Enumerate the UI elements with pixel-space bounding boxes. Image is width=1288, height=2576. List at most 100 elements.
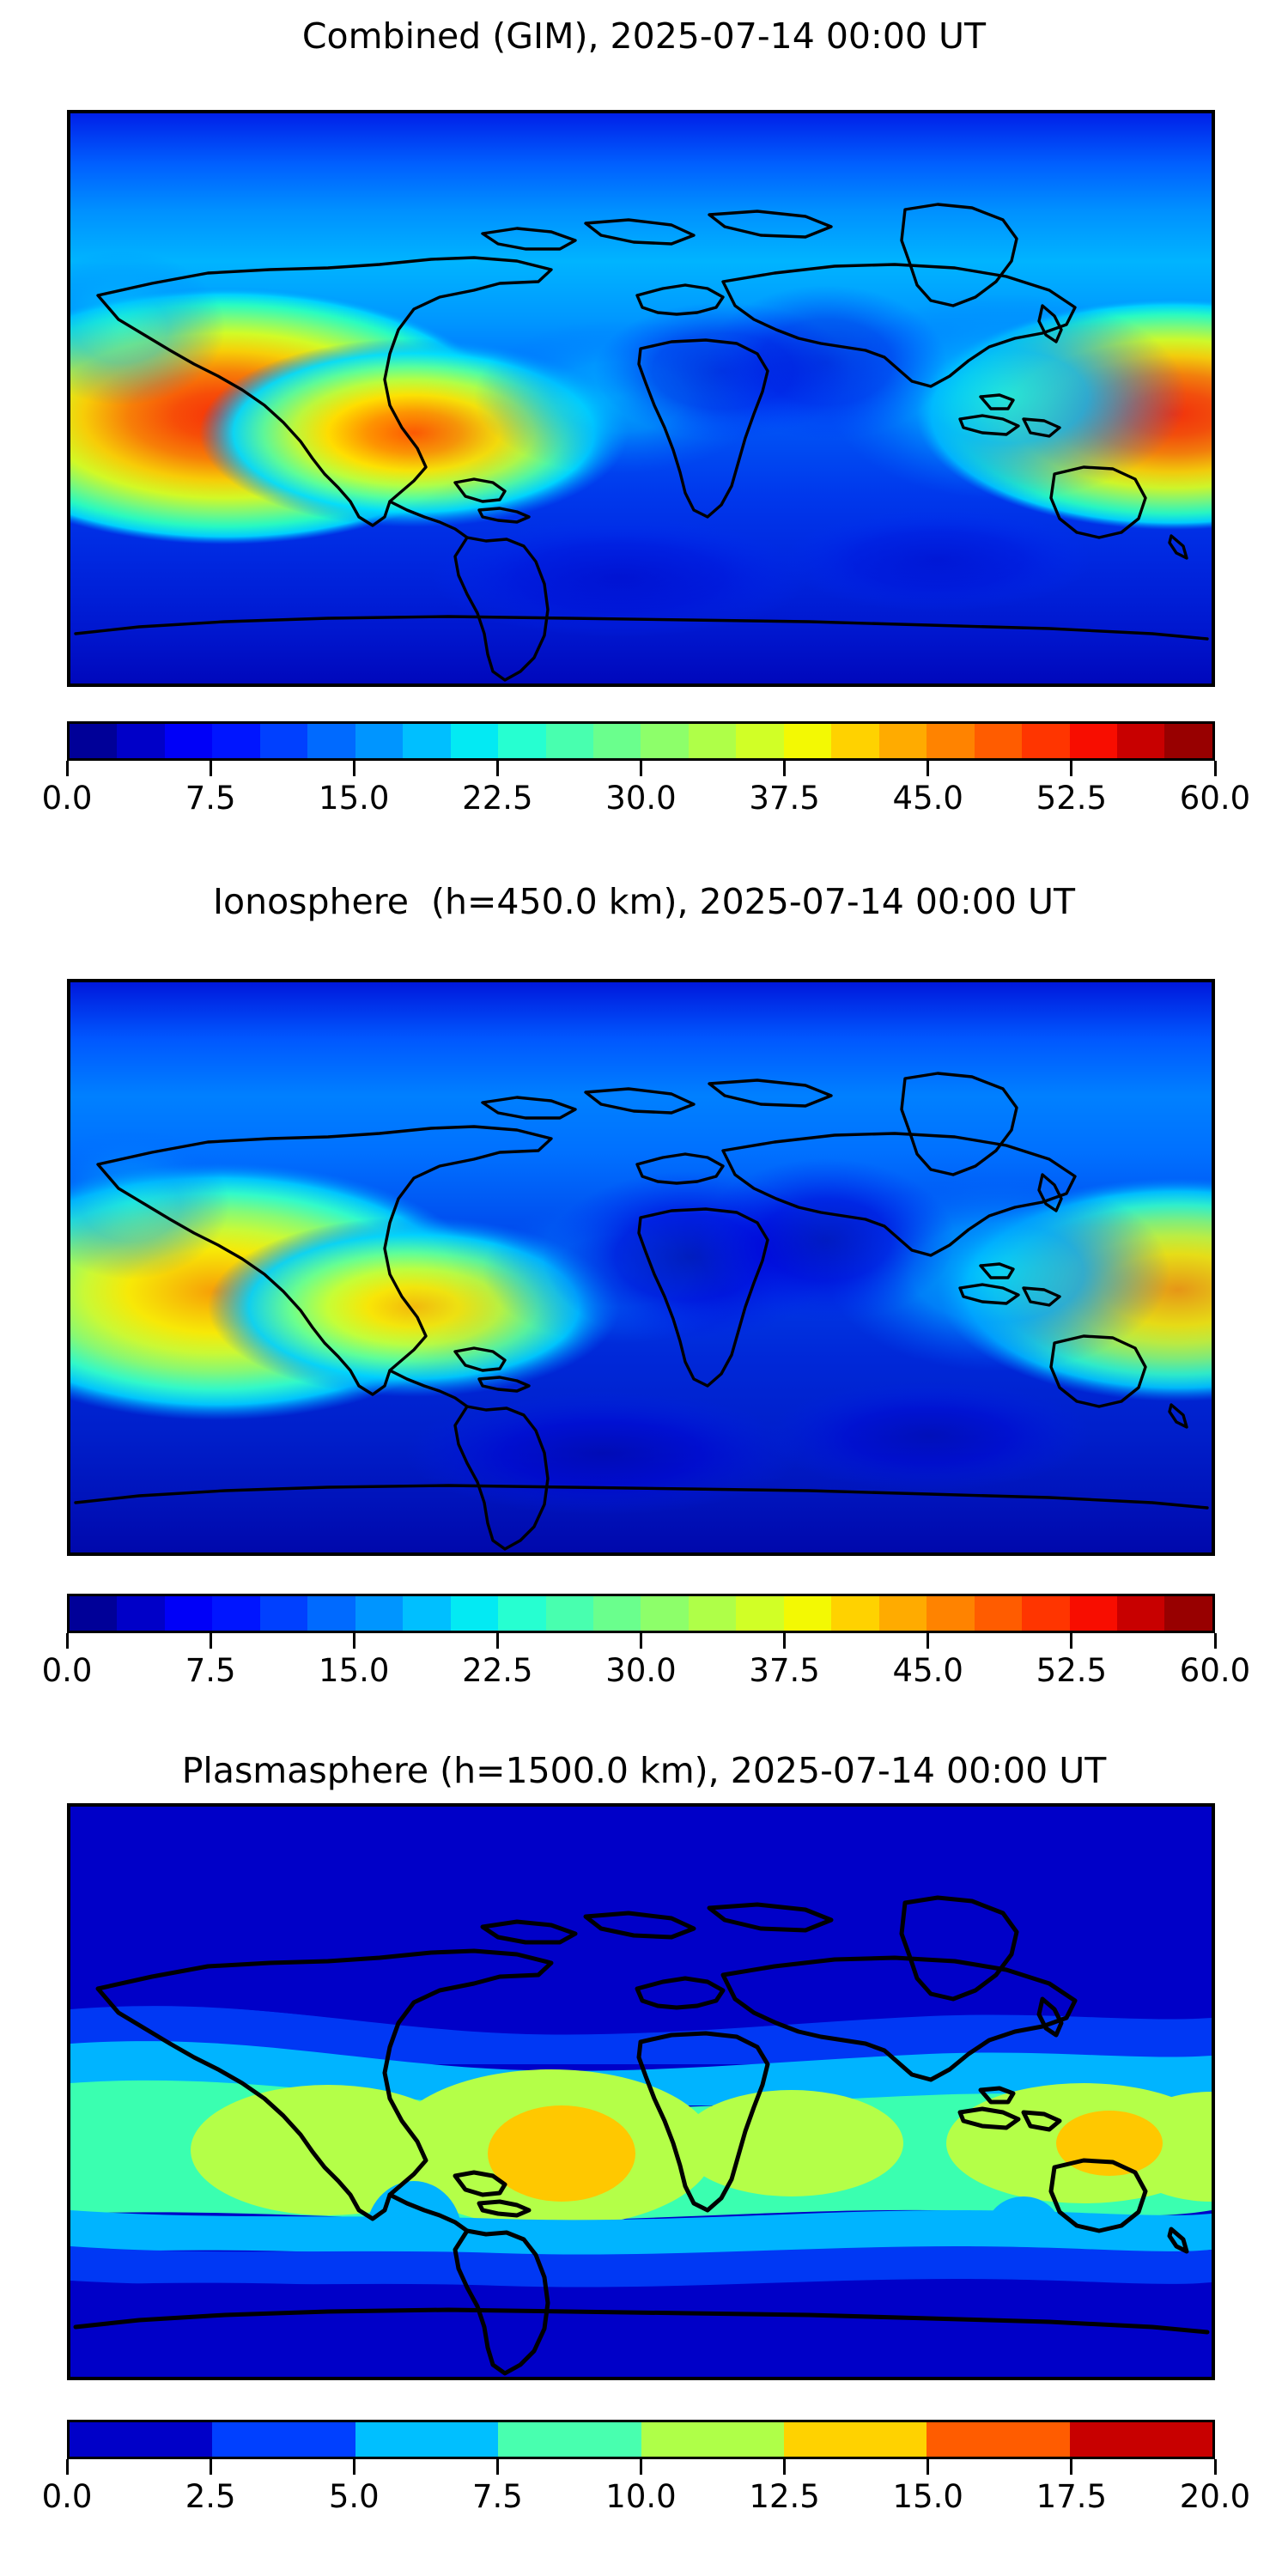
colorbar-swatch (831, 1596, 879, 1631)
colorbar-swatch (783, 724, 832, 758)
colorbar-tick-label: 7.5 (185, 1652, 236, 1689)
map-canvas-combined (70, 113, 1212, 683)
colorbar-tick-label: 15.0 (892, 2478, 963, 2515)
tec-trough-southeast (783, 508, 1092, 611)
peak-atlantic-equatorial (488, 2105, 635, 2202)
colorbar-ticks-ionosphere (65, 1633, 1217, 1652)
colorbar-swatch (403, 1596, 451, 1631)
colorbar-swatch (783, 1596, 832, 1631)
colorbar-swatch (450, 724, 499, 758)
colorbar-tick (1213, 2459, 1217, 2475)
colorbar-tick (1070, 1633, 1073, 1649)
colorbar-plasmasphere[interactable]: 0.0 2.5 5.0 7.5 10.0 12.5 15.0 17.5 20.0 (42, 2420, 1251, 2521)
colorbar-tick (640, 761, 642, 776)
colorbar-tick (927, 761, 930, 776)
colorbar-swatch (164, 724, 213, 758)
colorbar-tick (927, 1633, 930, 1649)
colorbar-swatch (927, 724, 975, 758)
panel-title-plasmasphere: Plasmasphere (h=1500.0 km), 2025-07-14 0… (181, 1750, 1107, 1791)
colorbar-tick (352, 761, 355, 776)
colorbar-swatch (259, 1596, 308, 1631)
colorbar-swatch (259, 724, 308, 758)
colorbar-tick-label: 60.0 (1179, 1652, 1251, 1689)
colorbar-swatch (212, 1596, 260, 1631)
tec-trough-south (405, 1391, 800, 1515)
colorbar-tick (1070, 2459, 1073, 2475)
colorbar-swatch (592, 724, 641, 758)
colorbar-tick (209, 2459, 212, 2475)
colorbar-tick-label: 45.0 (892, 1652, 963, 1689)
colorbar-labels-combined: 0.0 7.5 15.0 22.5 30.0 37.5 45.0 52.5 60.0 (42, 780, 1251, 823)
colorbar-tick (783, 1633, 787, 1649)
colorbar-ticks-combined (65, 761, 1217, 780)
colorbar-swatch (688, 724, 737, 758)
map-combined-gim[interactable] (67, 110, 1215, 687)
colorbar-tick (209, 1633, 212, 1649)
colorbar-tick-label: 60.0 (1179, 780, 1251, 817)
colorbar-labels-plasmasphere: 0.0 2.5 5.0 7.5 10.0 12.5 15.0 17.5 20.0 (42, 2478, 1251, 2521)
colorbar-tick (1213, 761, 1217, 776)
map-canvas-ionosphere (70, 982, 1212, 1552)
colorbar-swatch (1116, 1596, 1165, 1631)
colorbar-swatch (403, 724, 451, 758)
colorbar-swatch (783, 2422, 927, 2457)
tec-trough-indian (706, 285, 946, 440)
colorbar-swatch (1022, 1596, 1070, 1631)
panel-ionosphere: Ionosphere (h=450.0 km), 2025-07-14 00:0… (0, 884, 1288, 920)
colorbar-ticks-plasmasphere (65, 2459, 1217, 2478)
colorbar-swatch (974, 1596, 1023, 1631)
colorbar-swatch (1164, 724, 1212, 758)
colorbar-tick-label: 37.5 (749, 1652, 820, 1689)
colorbar-tick (640, 1633, 642, 1649)
crest-indian-ocean (680, 2090, 903, 2196)
colorbar-tick-label: 22.5 (462, 780, 533, 817)
colorbar-tick (65, 2459, 69, 2475)
colorbar-swatches-plasmasphere (67, 2420, 1215, 2459)
colorbar-tick-label: 52.5 (1036, 780, 1108, 817)
map-plasmasphere-1500[interactable] (67, 1803, 1215, 2380)
colorbar-tick-label: 52.5 (1036, 1652, 1108, 1689)
colorbar-swatch (641, 1596, 689, 1631)
colorbar-labels-ionosphere: 0.0 7.5 15.0 22.5 30.0 37.5 45.0 52.5 60.0 (42, 1652, 1251, 1695)
colorbar-swatch (355, 724, 404, 758)
colorbar-tick (783, 761, 787, 776)
map-canvas-plasmasphere (70, 1807, 1212, 2377)
colorbar-swatch (641, 2422, 784, 2457)
colorbar-tick-label: 12.5 (749, 2478, 820, 2515)
map-ionosphere-450[interactable] (67, 979, 1215, 1556)
tec-band-northpacific (70, 1128, 229, 1279)
colorbar-tick (65, 761, 69, 776)
panel-title-combined: Combined (GIM), 2025-07-14 00:00 UT (301, 15, 987, 57)
colorbar-swatch (450, 1596, 499, 1631)
panel-plasmasphere: Plasmasphere (h=1500.0 km), 2025-07-14 0… (0, 1753, 1288, 1789)
tec-band-northpacific (70, 251, 225, 405)
band-south-0-2p5 (70, 2279, 1212, 2377)
colorbar-tick-label: 2.5 (185, 2478, 236, 2515)
colorbar-swatch (307, 724, 355, 758)
colorbar-ionosphere[interactable]: 0.0 7.5 15.0 22.5 30.0 37.5 45.0 52.5 60.0 (42, 1594, 1251, 1695)
colorbar-tick-label: 37.5 (749, 780, 820, 817)
colorbar-swatch (212, 2422, 355, 2457)
peak-west-pacific (1056, 2111, 1163, 2176)
band-2p5-5 (70, 2006, 1212, 2064)
colorbar-swatch (1069, 2422, 1212, 2457)
colorbar-combined[interactable]: 0.0 7.5 15.0 22.5 30.0 37.5 45.0 52.5 60.0 (42, 721, 1251, 823)
colorbar-tick-label: 20.0 (1179, 2478, 1251, 2515)
tec-trough-southeast (766, 1381, 1092, 1491)
colorbar-tick (495, 761, 499, 776)
colorbar-swatch (117, 724, 165, 758)
colorbar-swatch (736, 1596, 784, 1631)
band-south-2p5-5 (70, 2246, 1212, 2290)
colorbar-swatch (1164, 1596, 1212, 1631)
colorbar-tick (495, 1633, 499, 1649)
colorbar-tick-label: 0.0 (41, 1652, 93, 1689)
colorbar-tick (1213, 1633, 1217, 1649)
colorbar-swatch (545, 1596, 593, 1631)
band-south-5-7p5 (70, 2210, 1212, 2257)
panel-title-ionosphere: Ionosphere (h=450.0 km), 2025-07-14 00:0… (212, 881, 1076, 922)
colorbar-swatch (1116, 724, 1165, 758)
colorbar-tick-label: 17.5 (1036, 2478, 1108, 2515)
colorbar-swatch (878, 1596, 927, 1631)
colorbar-tick-label: 45.0 (892, 780, 963, 817)
